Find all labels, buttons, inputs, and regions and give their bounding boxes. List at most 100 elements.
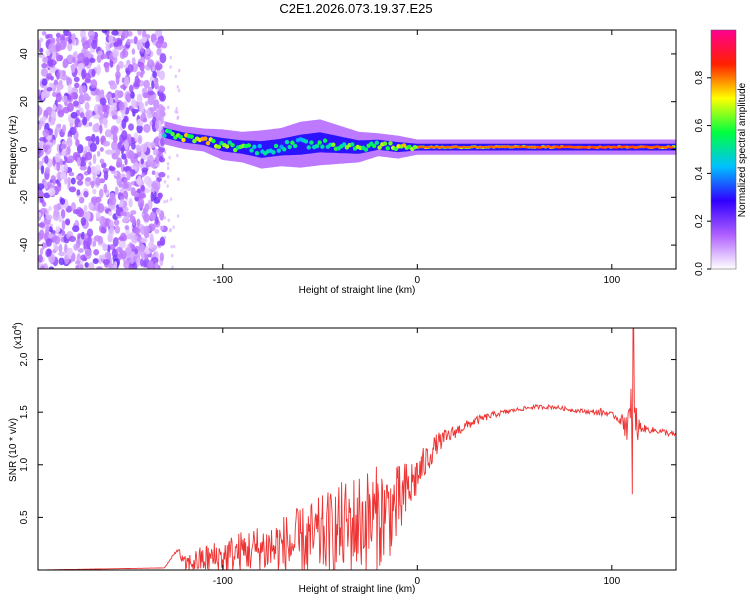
chart-title: C2E1.2026.073.19.37.E25 xyxy=(279,1,433,16)
noise-point xyxy=(102,258,111,266)
noise-point xyxy=(66,77,73,86)
noise-point xyxy=(149,233,154,243)
noise-point xyxy=(133,36,138,45)
noise-point xyxy=(58,79,63,86)
noise-point xyxy=(176,115,180,119)
colorbar: 0.0 0.2 0.4 0.6 0.8 Normalized spectral ampl… xyxy=(694,29,748,276)
noise-point xyxy=(158,93,166,102)
noise-point xyxy=(86,228,94,237)
noise-point xyxy=(125,92,132,103)
snr-y-label: SNR (10 * v/v) xyxy=(8,418,19,482)
noise-point xyxy=(99,124,103,134)
noise-point xyxy=(147,90,155,96)
noise-point xyxy=(108,262,113,269)
noise-point xyxy=(101,162,107,169)
noise-point xyxy=(44,166,51,174)
noise-point xyxy=(154,228,160,234)
noise-point xyxy=(107,244,111,253)
snr-x-ticks: -100 0 100 xyxy=(213,328,621,587)
noise-point xyxy=(168,228,172,233)
noise-point xyxy=(177,88,181,93)
noise-point xyxy=(64,219,71,225)
noise-point xyxy=(154,30,163,38)
ridge-point xyxy=(252,144,257,150)
ridge-point xyxy=(306,145,311,150)
noise-point xyxy=(77,52,85,63)
noise-point xyxy=(42,57,49,64)
noise-point xyxy=(76,157,81,167)
noise-point xyxy=(126,133,132,143)
colorbar-tick-label: 0.2 xyxy=(694,214,705,228)
noise-point xyxy=(109,97,114,106)
noise-point xyxy=(169,55,173,60)
noise-point xyxy=(127,150,135,160)
noise-point xyxy=(154,78,159,87)
snr-y-tick-label: 1.5 xyxy=(19,405,30,419)
noise-point xyxy=(80,231,85,240)
noise-point xyxy=(52,91,57,98)
noise-point xyxy=(126,170,131,181)
noise-point xyxy=(82,116,88,126)
ridge-point xyxy=(230,142,235,148)
ridge-point xyxy=(271,150,276,155)
noise-point xyxy=(83,44,88,49)
noise-point xyxy=(68,38,73,45)
noise-point xyxy=(151,80,155,89)
noise-point xyxy=(42,129,50,137)
spectrogram-y-tick-label: -20 xyxy=(19,190,30,205)
noise-point xyxy=(143,175,152,185)
noise-point xyxy=(129,38,135,44)
noise-point xyxy=(55,123,62,133)
noise-point xyxy=(56,182,62,187)
noise-point xyxy=(105,93,112,99)
noise-point xyxy=(38,123,42,131)
noise-point xyxy=(38,212,42,218)
noise-point xyxy=(128,264,134,269)
noise-point xyxy=(140,237,148,244)
noise-point xyxy=(147,59,155,69)
noise-point xyxy=(156,177,162,182)
noise-point xyxy=(77,122,82,128)
noise-point xyxy=(137,134,143,145)
noise-point xyxy=(174,74,177,79)
noise-point xyxy=(133,132,139,142)
snr-y-tick-label: 0.5 xyxy=(19,510,30,524)
noise-point xyxy=(147,154,154,166)
noise-point xyxy=(48,226,53,233)
noise-point xyxy=(38,53,45,59)
ridge-point xyxy=(363,147,369,152)
noise-point xyxy=(116,39,123,45)
ridge-point xyxy=(203,136,208,141)
noise-point xyxy=(171,265,174,269)
noise-point xyxy=(136,177,142,186)
noise-point xyxy=(159,252,165,262)
noise-point xyxy=(80,217,86,226)
noise-point xyxy=(78,85,84,96)
ridge-point xyxy=(290,140,295,145)
noise-point xyxy=(158,70,166,81)
noise-point xyxy=(122,190,129,199)
noise-point xyxy=(41,78,48,86)
noise-point xyxy=(139,244,146,252)
ridge-point xyxy=(284,139,290,145)
ridge-point xyxy=(292,143,298,149)
noise-point xyxy=(76,189,81,196)
noise-point xyxy=(113,260,118,268)
noise-point xyxy=(127,123,135,131)
noise-point xyxy=(83,146,91,151)
noise-point xyxy=(163,235,167,240)
noise-point xyxy=(97,106,104,116)
noise-point xyxy=(134,248,139,255)
noise-point xyxy=(83,190,89,198)
noise-point xyxy=(176,85,179,89)
ridge-point xyxy=(377,145,382,150)
noise-point xyxy=(121,130,128,141)
noise-point xyxy=(142,117,148,123)
noise-point xyxy=(99,97,107,106)
noise-point xyxy=(134,161,139,172)
noise-point xyxy=(96,150,101,157)
noise-point xyxy=(41,31,47,36)
noise-point xyxy=(60,143,67,150)
noise-point xyxy=(111,113,118,120)
noise-point xyxy=(70,177,76,185)
